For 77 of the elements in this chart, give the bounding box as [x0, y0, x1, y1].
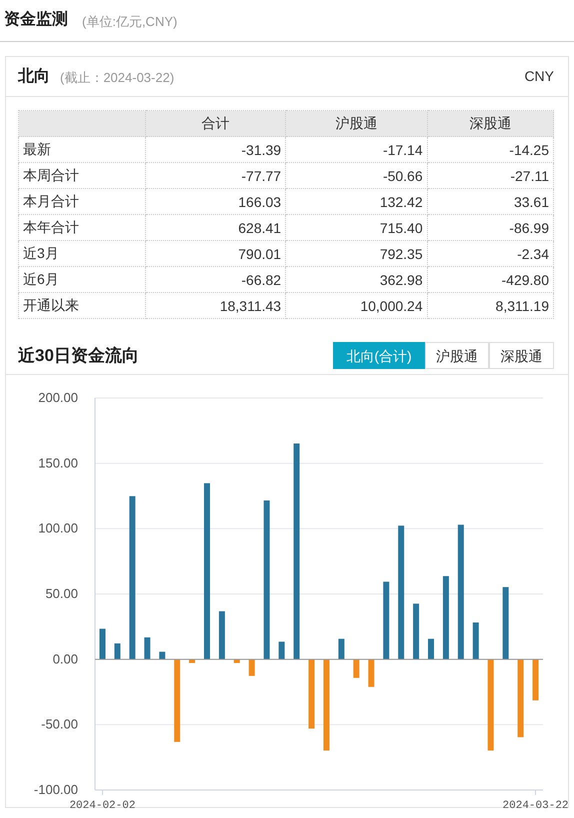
- bar: [99, 628, 106, 660]
- text: 北向(合计): [333, 342, 425, 369]
- text: -27.11: [510, 168, 549, 184]
- text: 深股通: [489, 342, 554, 369]
- bar: [532, 659, 539, 700]
- bar: [144, 637, 150, 660]
- y-tick-label: 200.00: [38, 390, 78, 405]
- y-tick-label: 100.00: [38, 520, 78, 536]
- text: -17.14: [382, 142, 423, 158]
- x-tick-label: 2024-03-22: [502, 800, 569, 812]
- category-label: 本周合计: [23, 166, 79, 182]
- category-label: 合计: [145, 110, 286, 136]
- bar: [383, 582, 390, 660]
- bar: [308, 659, 315, 729]
- text: 8,311.19: [496, 298, 549, 314]
- text: 362.98: [380, 272, 423, 288]
- text: 132.42: [380, 194, 423, 210]
- bar: [114, 643, 120, 660]
- bar: [413, 604, 420, 660]
- text: 792.35: [380, 246, 423, 262]
- bar: [159, 652, 166, 660]
- text: -14.25: [509, 142, 549, 158]
- text: -31.39: [241, 142, 282, 158]
- y-tick-label: 0.00: [52, 651, 78, 666]
- category-label: 近6月: [23, 270, 59, 286]
- text: -2.34: [517, 246, 549, 262]
- bar: [129, 496, 136, 660]
- text: 790.01: [238, 246, 282, 262]
- bar: [458, 524, 464, 660]
- y-tick-label: 150.00: [38, 455, 78, 470]
- bar: [353, 659, 360, 678]
- bar: [264, 500, 270, 660]
- text: -66.82: [241, 272, 282, 288]
- text: -86.99: [509, 220, 549, 236]
- text: 628.41: [238, 220, 282, 236]
- bar: [398, 526, 404, 660]
- text: -77.77: [241, 168, 282, 184]
- bar: [294, 443, 300, 660]
- bar: [204, 483, 210, 660]
- bar: [174, 659, 180, 742]
- text: CNY: [524, 68, 554, 84]
- text: -429.80: [502, 272, 549, 288]
- text: -50.66: [382, 168, 423, 184]
- category-label: 本年合计: [23, 218, 79, 234]
- y-tick-label: -100.00: [34, 782, 78, 797]
- category-label: 开通以来: [23, 296, 79, 312]
- bar: [278, 642, 285, 660]
- bar: [518, 659, 524, 738]
- text: 资金监测: [4, 10, 68, 30]
- category-label: 沪股通: [286, 110, 428, 136]
- text: 715.40: [380, 220, 423, 236]
- bar: [368, 659, 374, 687]
- text: 33.61: [514, 194, 549, 210]
- text: (单位:亿元,CNY): [82, 13, 178, 31]
- bar: [472, 622, 479, 660]
- y-tick-label: -50.00: [41, 716, 78, 732]
- category-label: 近3月: [23, 244, 59, 260]
- bar: [502, 587, 509, 660]
- bar: [338, 638, 344, 660]
- text: 166.03: [238, 194, 282, 210]
- category-label: 本月合计: [23, 192, 79, 208]
- bar: [323, 659, 330, 751]
- bar: [248, 659, 255, 676]
- text: 10,000.24: [360, 298, 423, 314]
- text: 北向: [18, 66, 50, 87]
- x-tick-label: 2024-02-02: [69, 800, 136, 812]
- bar: [488, 659, 494, 751]
- chart-title: 近30日资金流向: [18, 345, 139, 367]
- text: 沪股通: [425, 342, 489, 369]
- text: (截止：2024-03-22): [60, 69, 174, 87]
- bar: [442, 576, 449, 660]
- category-label: 最新: [23, 140, 51, 156]
- bar: [428, 638, 434, 660]
- text: 18,311.43: [220, 298, 282, 314]
- y-tick-label: 50.00: [45, 586, 78, 601]
- category-label: 深股通: [427, 110, 554, 136]
- bar: [218, 611, 225, 660]
